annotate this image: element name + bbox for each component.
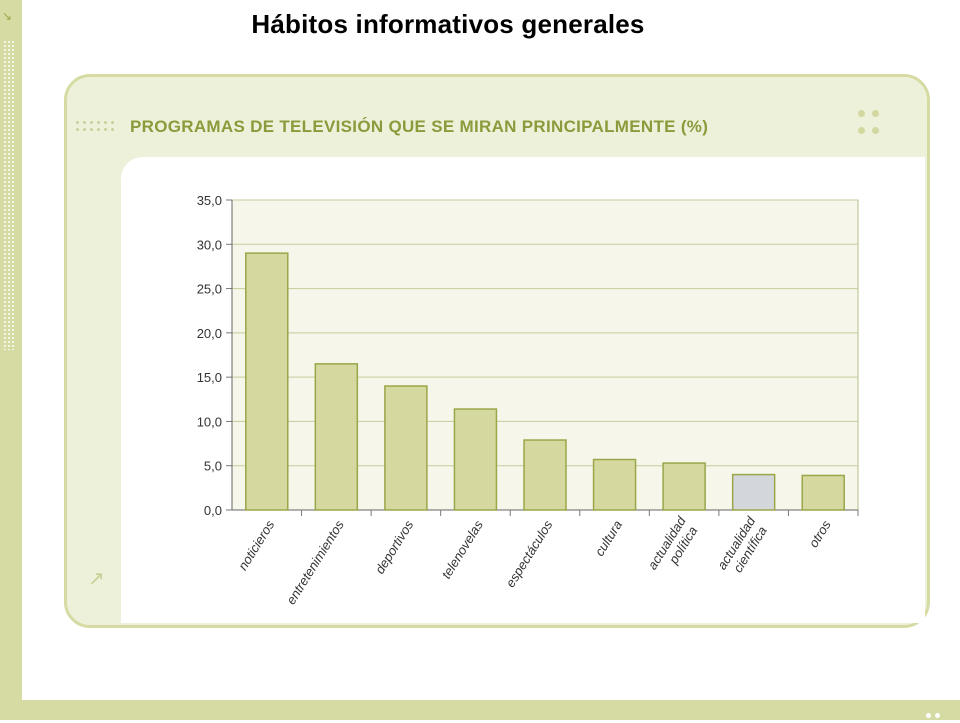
x-tick-label-line: otros	[806, 517, 834, 550]
x-tick-label-line: cultura	[592, 518, 625, 559]
bar	[523, 439, 567, 511]
bottom-decor-band	[0, 700, 960, 720]
x-tick-label: telenovelas	[438, 517, 486, 581]
y-tick-label: 20,0	[197, 326, 222, 341]
diagonal-arrow-icon: ↗	[88, 568, 105, 590]
corner-arrow-icon: ↘	[2, 9, 13, 23]
header-dots-icon	[74, 119, 116, 133]
y-tick-label: 0,0	[204, 503, 222, 518]
x-tick-label-line: telenovelas	[438, 517, 486, 581]
bar	[801, 474, 845, 511]
x-tick-label-line: noticieros	[235, 517, 277, 573]
slide-title: Hábitos informativos generales	[251, 9, 645, 39]
y-tick-label: 35,0	[197, 193, 222, 208]
y-tick-label: 30,0	[197, 237, 222, 252]
bar	[245, 252, 289, 511]
bar	[731, 473, 776, 511]
bar	[592, 458, 637, 511]
x-tick-label: cultura	[592, 518, 625, 559]
x-tick-label-line: deportivos	[372, 517, 417, 576]
x-tick-label: espectáculos	[503, 517, 556, 590]
x-tick-label-line: entretenimientos	[283, 517, 347, 607]
bar	[662, 462, 706, 511]
x-tick-label: otros	[806, 517, 834, 550]
bottom-dots-icon	[926, 705, 950, 718]
left-dot-pattern	[3, 40, 15, 350]
x-tick-label-line: espectáculos	[503, 517, 556, 590]
y-tick-label: 25,0	[197, 282, 222, 297]
y-tick-label: 5,0	[204, 459, 222, 474]
bar	[384, 385, 428, 511]
bar	[314, 363, 359, 511]
x-tick-label: noticieros	[235, 517, 277, 573]
x-tick-label: actualidadcientífica	[714, 513, 771, 580]
y-tick-label: 10,0	[197, 414, 222, 429]
y-tick-label: 15,0	[197, 370, 222, 385]
x-tick-label: entretenimientos	[283, 517, 347, 607]
chart-title: PROGRAMAS DE TELEVISIÓN QUE SE MIRAN PRI…	[130, 117, 709, 136]
x-tick-label: actualidadpolítica	[645, 513, 702, 580]
x-tick-label: deportivos	[372, 517, 417, 576]
corner-dots-icon	[856, 108, 882, 138]
bar	[453, 408, 498, 511]
